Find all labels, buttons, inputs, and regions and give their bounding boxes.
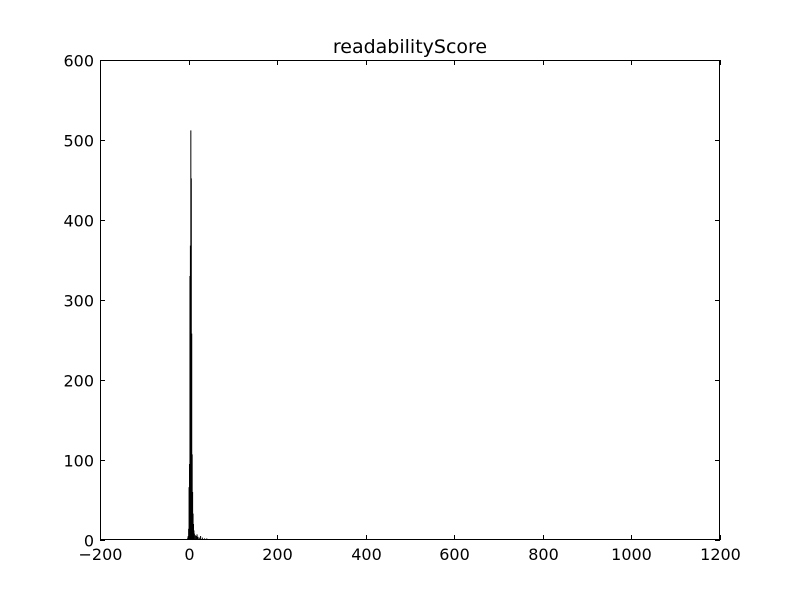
x-tick-label-0: −200 [79,545,123,564]
y-tick-label-0: 0 [84,532,94,551]
x-tick-label-4: 600 [439,545,470,564]
histogram-bar-17 [195,536,197,540]
histogram-bar-21 [200,536,202,540]
x-tick-label-6: 1000 [611,545,652,564]
chart-title: readabilityScore [333,36,487,58]
histogram-bar-19 [197,536,199,540]
histogram-bar-20 [198,537,200,540]
bars-group [187,130,648,540]
y-tick-label-5: 500 [63,132,94,151]
x-tick-label-2: 200 [262,545,293,564]
x-tick-label-7: 1200 [700,545,741,564]
y-tick-label-6: 600 [63,52,94,71]
histogram-bar-9 [191,333,193,540]
y-tick-label-4: 400 [63,212,94,231]
y-tick-label-1: 100 [63,452,94,471]
x-tick-label-1: 0 [184,545,194,564]
histogram-bar-22 [201,537,203,540]
histogram-bar-18 [196,534,198,540]
plot-frame [100,60,720,540]
histogram-bar-16 [194,535,196,540]
tick-labels-group: −200 0 200 400 600 800 1000 1200010020030040050… [63,52,740,565]
x-tick-label-5: 800 [528,545,559,564]
x-tick-label-3: 400 [351,545,382,564]
histogram-bar-15 [193,533,195,540]
y-tick-label-2: 200 [63,372,94,391]
y-tick-label-3: 300 [63,292,94,311]
